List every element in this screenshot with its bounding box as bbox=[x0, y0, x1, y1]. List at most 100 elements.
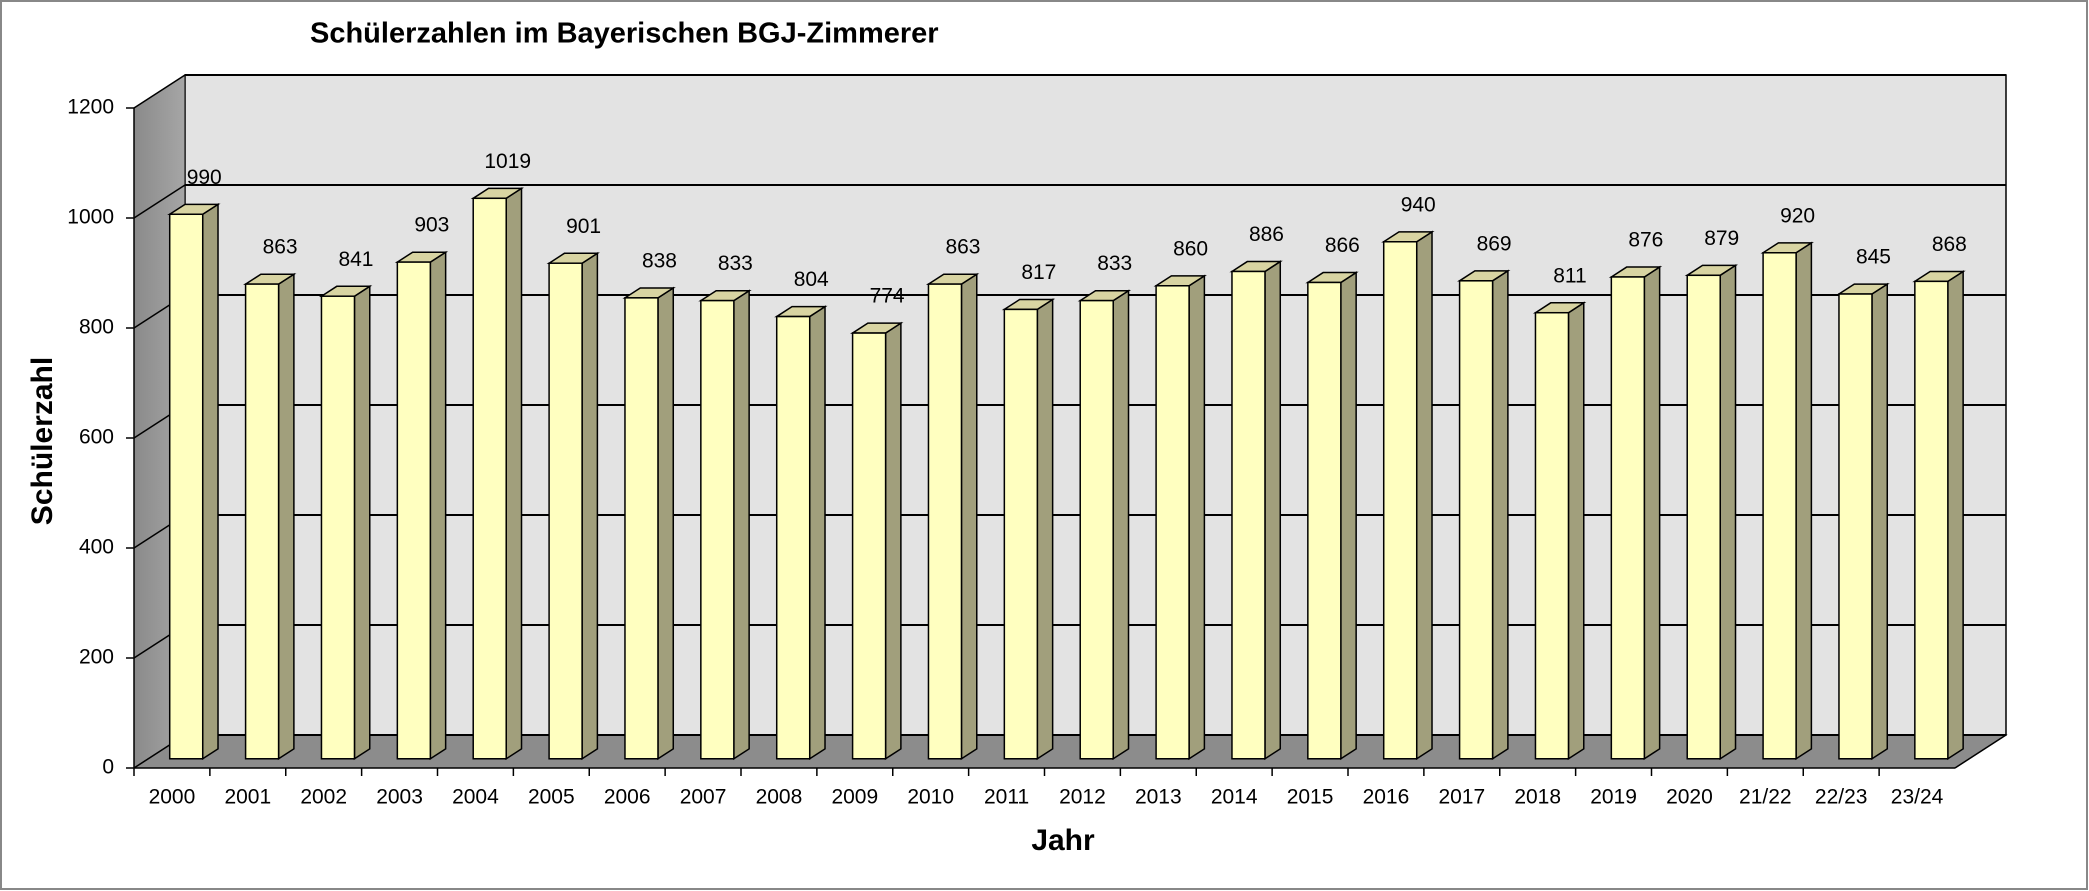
bar bbox=[472, 197, 507, 760]
value-label: 868 bbox=[1932, 233, 1967, 256]
bar bbox=[1762, 252, 1797, 760]
bar-side bbox=[353, 284, 371, 761]
bar bbox=[624, 297, 659, 760]
bar bbox=[1155, 285, 1190, 760]
bar bbox=[1079, 299, 1114, 760]
value-label: 903 bbox=[414, 214, 449, 237]
y-tick-label: 0 bbox=[102, 756, 114, 779]
value-label: 804 bbox=[794, 268, 829, 291]
bar bbox=[851, 332, 887, 760]
grid-line-side bbox=[133, 74, 186, 109]
x-tick-label: 2007 bbox=[680, 786, 727, 809]
x-tick-label: 2001 bbox=[224, 786, 271, 809]
x-tick-label: 2012 bbox=[1059, 786, 1106, 809]
bar-side bbox=[1871, 282, 1889, 761]
value-label: 863 bbox=[263, 236, 298, 259]
grid-line-side bbox=[133, 184, 186, 219]
x-tick-label: 23/24 bbox=[1891, 786, 1944, 809]
bar bbox=[244, 283, 280, 760]
x-tick-label: 2008 bbox=[756, 786, 803, 809]
bar-side bbox=[733, 289, 750, 761]
bar bbox=[1458, 280, 1494, 760]
bar-side bbox=[657, 286, 675, 761]
x-tick-label: 2009 bbox=[831, 786, 878, 809]
value-label: 869 bbox=[1477, 232, 1512, 255]
value-label: 841 bbox=[338, 248, 373, 271]
bar-side bbox=[960, 272, 978, 761]
bar-side bbox=[1795, 241, 1813, 761]
value-label: 863 bbox=[945, 236, 980, 259]
y-tick-label: 400 bbox=[79, 536, 114, 559]
x-tick-label: 2016 bbox=[1363, 786, 1410, 809]
value-label: 860 bbox=[1173, 237, 1208, 260]
value-label: 940 bbox=[1401, 193, 1436, 216]
bar-side bbox=[1264, 260, 1282, 761]
x-tick-label: 2000 bbox=[149, 786, 196, 809]
y-axis-title: Schülerzahl bbox=[26, 357, 59, 525]
value-label: 845 bbox=[1856, 246, 1891, 269]
bar bbox=[700, 299, 735, 760]
x-tick-label: 2005 bbox=[528, 786, 575, 809]
x-tick-label: 21/22 bbox=[1739, 786, 1792, 809]
bar bbox=[1003, 308, 1039, 760]
value-label: 879 bbox=[1704, 227, 1739, 250]
bar-side bbox=[1491, 269, 1509, 761]
bar bbox=[320, 295, 356, 760]
value-label: 876 bbox=[1628, 229, 1663, 252]
value-label: 990 bbox=[187, 166, 222, 189]
x-tick-label: 2010 bbox=[907, 786, 954, 809]
value-label: 833 bbox=[718, 252, 753, 275]
x-axis-depth bbox=[1954, 734, 2007, 769]
y-tick-label: 200 bbox=[79, 646, 114, 669]
bar-side bbox=[1036, 298, 1054, 761]
bar-side bbox=[1188, 274, 1206, 761]
value-label: 920 bbox=[1780, 204, 1815, 227]
x-tick-label: 2013 bbox=[1135, 786, 1182, 809]
bar-side bbox=[1415, 230, 1433, 761]
x-tick-label: 2020 bbox=[1666, 786, 1713, 809]
x-tick-label: 2018 bbox=[1514, 786, 1561, 809]
y-tick-label: 1000 bbox=[67, 206, 114, 229]
y-tick-label: 600 bbox=[79, 426, 114, 449]
value-label: 838 bbox=[642, 249, 677, 272]
value-label: 811 bbox=[1553, 264, 1586, 287]
x-tick-label: 2006 bbox=[604, 786, 651, 809]
bar-side bbox=[808, 305, 826, 761]
bar bbox=[1838, 293, 1873, 760]
x-tick-label: 2003 bbox=[376, 786, 423, 809]
bar-side bbox=[429, 250, 447, 761]
bar-side bbox=[1567, 301, 1585, 761]
x-tick-label: 2015 bbox=[1287, 786, 1334, 809]
value-label: 866 bbox=[1325, 234, 1360, 257]
bar-side bbox=[1643, 265, 1661, 761]
y-tick-label: 1200 bbox=[67, 96, 114, 119]
bar-side bbox=[581, 251, 599, 761]
bar bbox=[396, 261, 432, 760]
x-tick-label: 22/23 bbox=[1815, 786, 1868, 809]
bar bbox=[168, 213, 204, 760]
bar-side bbox=[1719, 264, 1737, 761]
x-tick-label: 2004 bbox=[452, 786, 499, 809]
bar bbox=[1686, 274, 1721, 760]
y-tick-label: 800 bbox=[79, 316, 114, 339]
value-label: 1019 bbox=[484, 150, 531, 173]
x-tick-label: 2002 bbox=[300, 786, 347, 809]
x-tick-label: 2014 bbox=[1211, 786, 1258, 809]
value-label: 817 bbox=[1021, 261, 1056, 284]
value-label: 833 bbox=[1097, 252, 1132, 275]
x-tick-label: 2017 bbox=[1438, 786, 1485, 809]
bar bbox=[1914, 280, 1949, 760]
bar-side bbox=[884, 321, 902, 761]
bar bbox=[1610, 276, 1646, 760]
value-label: 886 bbox=[1249, 223, 1284, 246]
bar-side bbox=[201, 202, 219, 761]
bar-side bbox=[1340, 271, 1357, 761]
bar bbox=[775, 315, 811, 760]
value-label: 774 bbox=[870, 285, 905, 308]
chart-title: Schülerzahlen im Bayerischen BGJ-Zimmere… bbox=[310, 18, 939, 50]
x-tick-label: 2019 bbox=[1590, 786, 1637, 809]
value-label: 901 bbox=[566, 215, 601, 238]
bar-side bbox=[277, 272, 295, 761]
bar bbox=[1534, 311, 1570, 760]
